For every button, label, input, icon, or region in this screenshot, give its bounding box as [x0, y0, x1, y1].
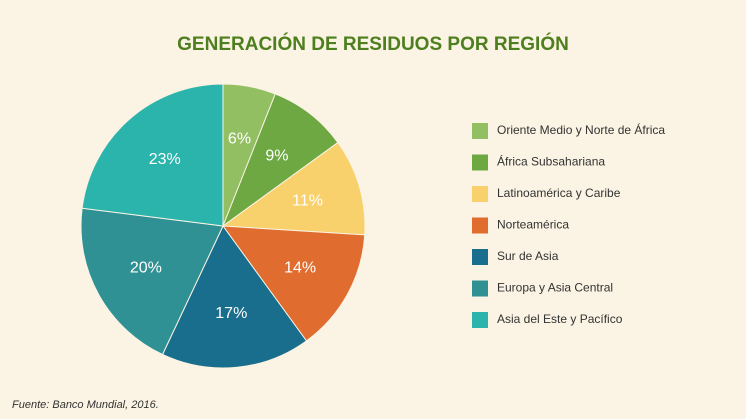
data-label: 11% [292, 193, 323, 210]
pie-slice [221, 225, 366, 342]
source-note: Fuente: Banco Mundial, 2016. [12, 399, 159, 411]
pie-slice [221, 93, 339, 228]
data-label: 17% [215, 305, 247, 322]
legend-label: Sur de Asia [497, 249, 559, 263]
legend-label: Europa y Asia Central [497, 281, 613, 295]
legend-swatch [472, 186, 488, 202]
data-label: 14% [284, 260, 316, 277]
legend-swatch [472, 312, 488, 328]
pie-slice [80, 207, 224, 356]
chart-title: GENERACIÓN DE RESIDUOS POR REGIÓN [177, 33, 569, 55]
data-label: 20% [130, 260, 162, 277]
data-label: 6% [228, 131, 251, 148]
legend-label: Oriente Medio y Norte de África [497, 122, 665, 137]
data-label: 23% [149, 151, 181, 168]
legend-swatch [472, 280, 488, 297]
legend-swatch [472, 123, 488, 139]
pie-slice [161, 225, 308, 369]
legend-label: África Subsahariana [497, 154, 605, 169]
legend-label: Asia del Este y Pacífico [497, 312, 623, 326]
legend-swatch [472, 249, 488, 265]
legend-label: Norteamérica [497, 218, 569, 232]
pie-slice [221, 141, 366, 236]
data-label: 9% [265, 148, 288, 165]
legend-swatch [472, 154, 488, 171]
legend-swatch [472, 217, 488, 234]
legend-label: Latinoamérica y Caribe [497, 186, 621, 200]
pie-slice [81, 83, 224, 227]
